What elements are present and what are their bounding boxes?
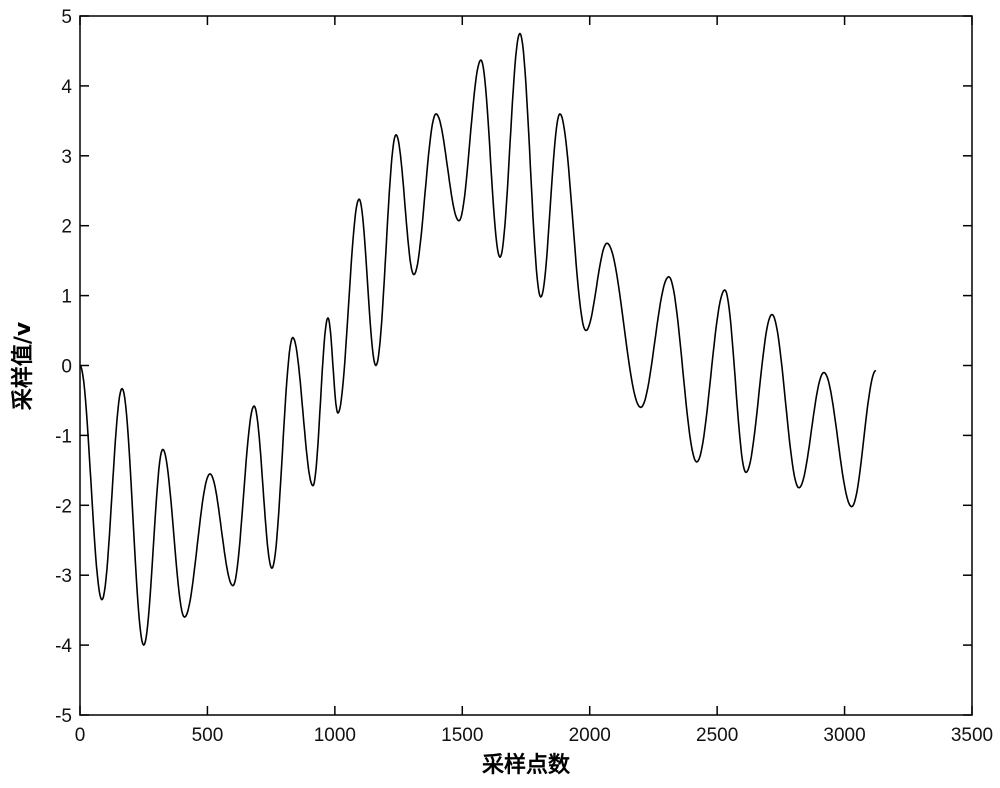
y-tick-label: 5 [61, 7, 72, 28]
x-tick-label: 500 [192, 725, 224, 746]
y-tick-label: 0 [61, 357, 72, 378]
x-tick-label: 0 [75, 725, 86, 746]
plot-area [80, 16, 972, 715]
plot-frame [79, 15, 973, 716]
x-tick-label: 1000 [314, 725, 356, 746]
x-tick-label: 2500 [696, 725, 738, 746]
x-tick-label: 3500 [951, 725, 993, 746]
y-tick-label: -3 [55, 566, 72, 587]
y-tick-label: -5 [55, 706, 72, 727]
x-tick-labels: 0 500 1000 1500 2000 2500 3000 3500 [75, 725, 993, 746]
y-tick-label: 4 [61, 77, 72, 98]
y-tick-labels: 5 4 3 2 1 0 -1 -2 -3 -4 -5 [55, 7, 72, 727]
y-axis-label: 采样值/v [10, 321, 36, 410]
y-tick-label: 2 [61, 217, 72, 238]
y-tick-label: 3 [61, 147, 72, 168]
series-line [79, 32, 877, 646]
y-tick-label: -4 [55, 636, 72, 657]
x-tick-label: 2000 [569, 725, 611, 746]
x-tick-label: 1500 [441, 725, 483, 746]
x-axis-label: 采样点数 [482, 752, 571, 778]
x-tick-label: 3000 [823, 725, 865, 746]
y-tick-label: -1 [55, 426, 72, 447]
y-tick-label: -2 [55, 496, 72, 517]
y-tick-label: 1 [61, 287, 72, 308]
